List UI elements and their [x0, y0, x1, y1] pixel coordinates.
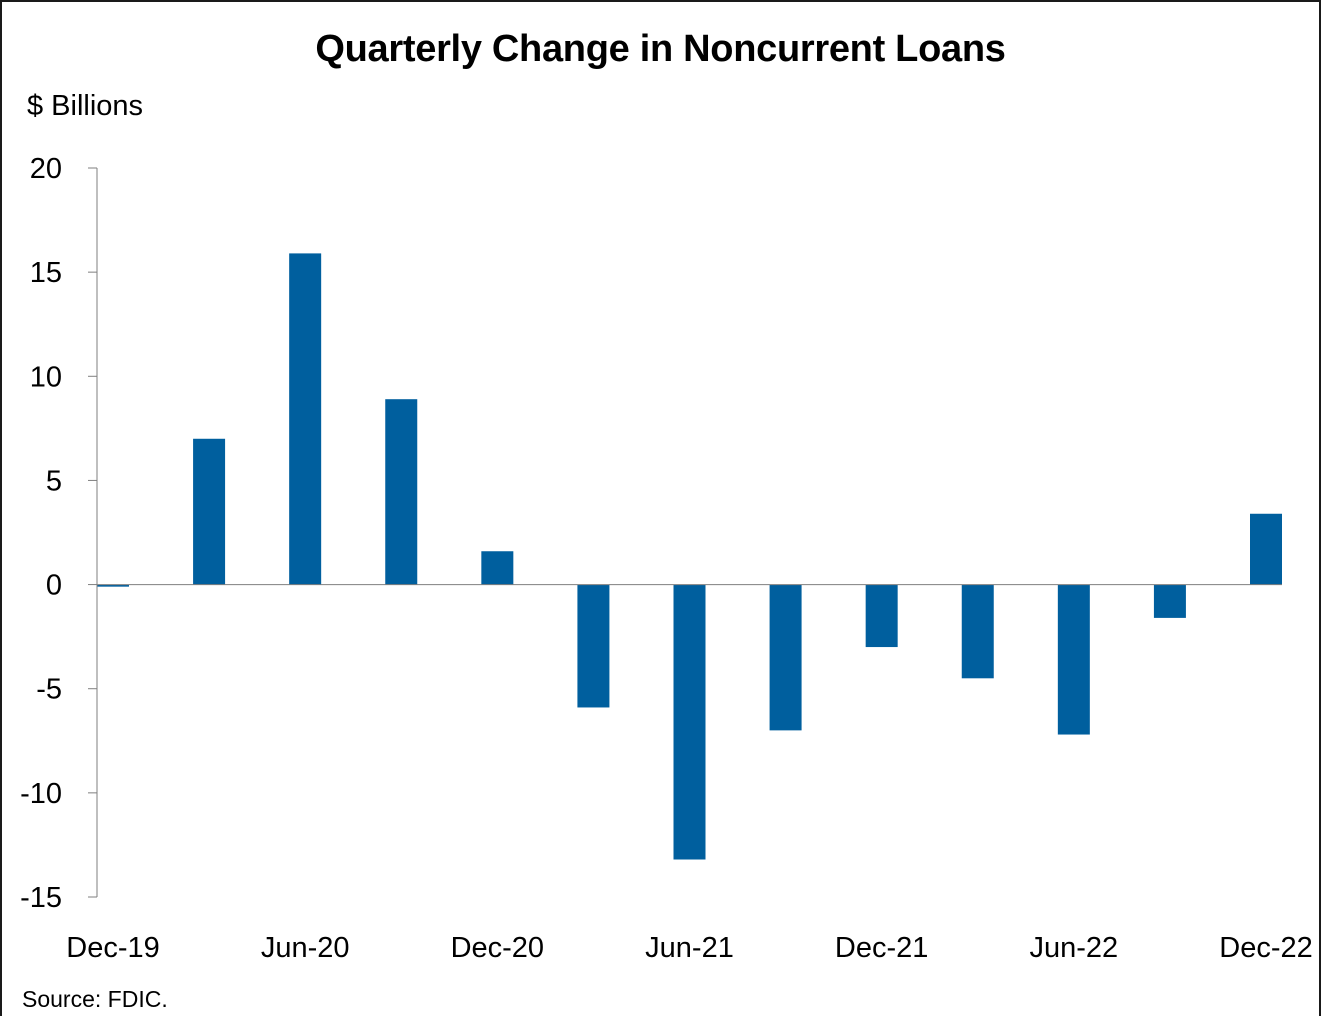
bar-dec-22	[1250, 513, 1282, 585]
y-tick-label: 20	[30, 153, 62, 185]
bar-jun-21	[673, 584, 706, 860]
y-tick-label: 10	[30, 361, 62, 393]
bar-sep-20	[385, 399, 418, 585]
x-tick-label: Dec-22	[1219, 932, 1313, 964]
chart-title: Quarterly Change in Noncurrent Loans	[315, 28, 1006, 70]
x-tick-label: Dec-21	[835, 932, 929, 964]
bar-dec-21	[865, 584, 898, 648]
y-tick-label: 0	[46, 570, 62, 602]
bar-mar-21	[577, 584, 610, 708]
x-tick-label: Jun-21	[645, 932, 734, 964]
bars-group	[97, 253, 1282, 860]
source-note: Source: FDIC.	[22, 986, 168, 1012]
bar-jun-22	[1057, 584, 1090, 735]
bar-sep-21	[769, 584, 802, 731]
axes-group	[88, 167, 1282, 898]
bar-mar-20	[193, 438, 226, 585]
bar-jun-20	[289, 253, 322, 585]
x-tick-label: Dec-20	[451, 932, 545, 964]
bar-mar-22	[961, 584, 994, 679]
x-tick-label: Dec-19	[66, 932, 160, 964]
y-tick-label: -15	[20, 882, 62, 914]
y-tick-label: -10	[20, 778, 62, 810]
bar-dec-19	[97, 584, 129, 587]
bar-sep-22	[1153, 584, 1186, 618]
y-tick-label: 5	[46, 465, 62, 497]
x-tick-label: Jun-22	[1029, 932, 1118, 964]
y-tick-label: -5	[36, 674, 62, 706]
y-tick-label: 15	[30, 257, 62, 289]
y-axis-unit-label: $ Billions	[27, 90, 144, 122]
bar-dec-20	[481, 551, 514, 585]
x-tick-label: Jun-20	[261, 932, 350, 964]
